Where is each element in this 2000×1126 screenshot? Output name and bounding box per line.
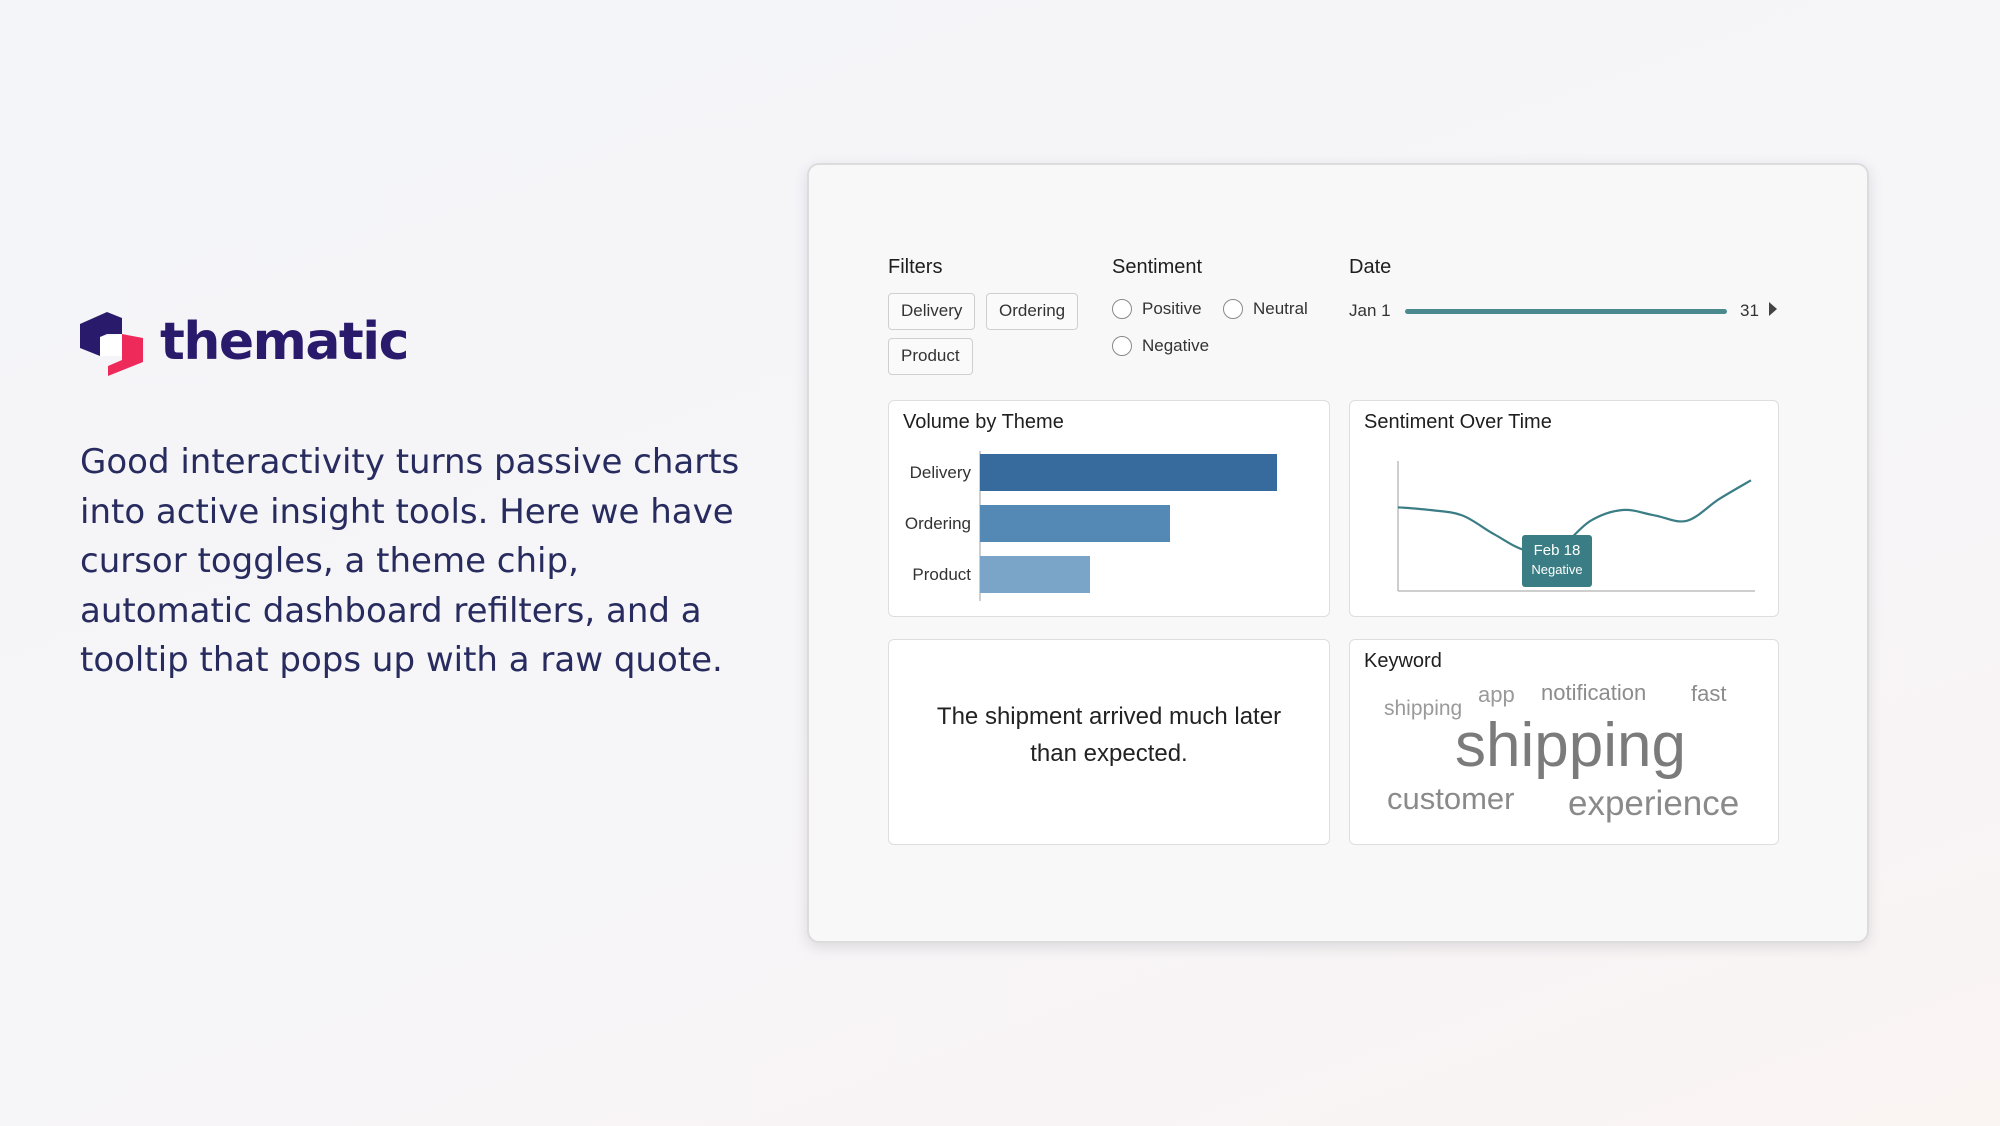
radio-neutral[interactable]: Neutral [1223,299,1308,319]
bar-label-ordering: Ordering [904,514,971,533]
bar-ordering[interactable] [980,505,1171,542]
keyword-shipping-large[interactable]: shipping [1455,711,1686,780]
tooltip-sentiment: Negative [1531,562,1583,577]
volume-by-theme-panel: Volume by Theme Delivery Ordering Product [888,400,1330,617]
date-next-arrow-icon[interactable] [1769,302,1777,316]
chart-tooltip: Feb 18 Negative [1522,535,1592,587]
chip-ordering[interactable]: Ordering [986,293,1079,330]
brand-logo: thematic [80,308,409,376]
bar-delivery[interactable] [980,454,1277,491]
sentiment-panel-title: Sentiment Over Time [1364,411,1552,433]
sentiment-line[interactable] [1397,479,1752,554]
keyword-panel: Keyword shipping app notification fast s… [1349,639,1779,845]
keyword-experience[interactable]: experience [1568,784,1740,823]
quote-panel: The shipment arrived much later than exp… [888,639,1330,845]
radio-positive-label: Positive [1142,299,1202,318]
thematic-logo-icon [80,312,143,376]
radio-positive-circle [1112,299,1132,319]
chip-delivery[interactable]: Delivery [888,293,976,330]
keyword-customer[interactable]: customer [1387,781,1515,816]
radio-neutral-label: Neutral [1253,299,1308,318]
bar-product[interactable] [980,556,1090,593]
tagline: Good interactivity turns passive charts … [80,442,740,680]
keyword-fast[interactable]: fast [1691,681,1727,706]
chip-product[interactable]: Product [888,338,973,375]
radio-positive[interactable]: Positive [1112,299,1202,319]
filters-title: Filters [888,256,943,278]
brand-name: thematic [160,312,409,372]
dashboard-card: Filters Delivery Ordering Product Sentim… [807,163,1869,943]
date-title: Date [1349,256,1392,278]
keyword-app[interactable]: app [1478,682,1515,707]
tooltip-date: Feb 18 [1533,542,1581,559]
date-range-slider[interactable] [1405,309,1727,314]
keyword-panel-title: Keyword [1364,650,1442,672]
radio-negative[interactable]: Negative [1112,336,1209,356]
date-end-label: 31 [1740,301,1759,320]
bar-label-delivery: Delivery [909,463,971,482]
radio-negative-circle [1112,336,1132,356]
sentiment-title: Sentiment [1112,256,1203,278]
sentiment-line-chart[interactable] [1350,401,1780,618]
radio-negative-label: Negative [1142,336,1210,355]
sentiment-over-time-panel: Sentiment Over Time Feb 18 Negative [1349,400,1779,617]
raw-quote: The shipment arrived much later than exp… [936,703,1282,767]
keyword-notification[interactable]: notification [1541,680,1647,705]
bar-label-product: Product [912,565,971,584]
keyword-shipping-small[interactable]: shipping [1384,697,1463,720]
bar-axis [979,451,981,601]
volume-panel-title: Volume by Theme [903,411,1064,433]
date-start-label: Jan 1 [1349,301,1391,320]
radio-neutral-circle [1223,299,1243,319]
